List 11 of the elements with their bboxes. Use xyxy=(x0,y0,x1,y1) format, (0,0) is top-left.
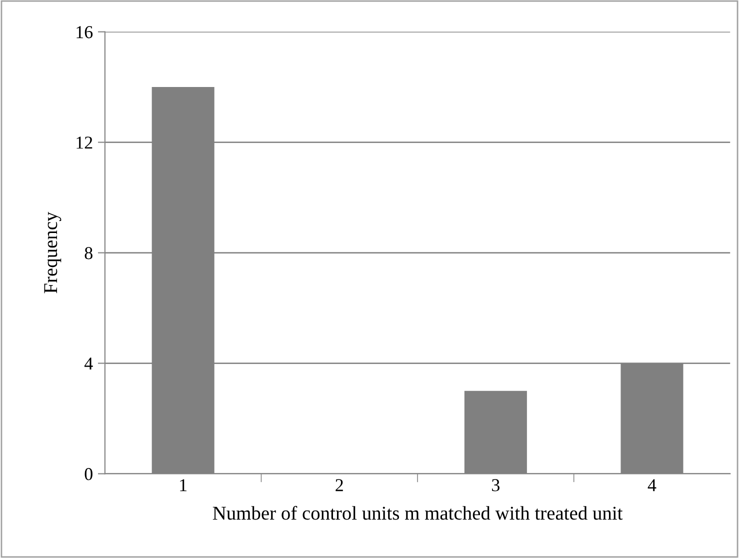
y-axis-title: Frequency xyxy=(44,212,62,294)
x-tick-label: 1 xyxy=(180,479,187,492)
x-tick-label: 3 xyxy=(492,479,500,492)
x-axis-title: Number of control units m matched with treated unit xyxy=(212,506,623,520)
y-tick-label: 0 xyxy=(84,468,92,480)
y-tick-label: 12 xyxy=(76,136,92,149)
y-tick-label: 16 xyxy=(76,26,93,38)
x-tick-label: 4 xyxy=(648,479,656,492)
x-tick-label: 2 xyxy=(336,479,343,492)
y-tick-label: 8 xyxy=(84,247,92,260)
y-tick-label: 4 xyxy=(84,358,93,370)
